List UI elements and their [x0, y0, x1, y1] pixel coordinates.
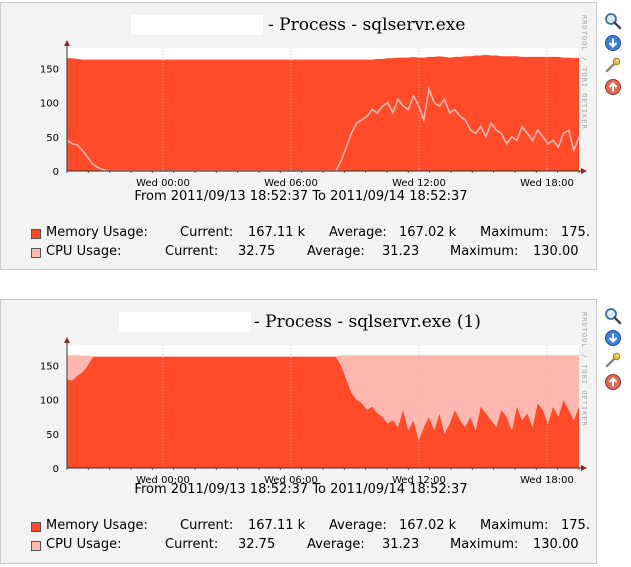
- remove-icon[interactable]: [604, 78, 622, 96]
- y-tick-label: 50: [46, 133, 59, 144]
- legend-maximum-label: Maximum:: [480, 225, 549, 240]
- legend-maximum-label: Maximum:: [450, 244, 519, 259]
- legend-average-label: Average:: [329, 518, 387, 533]
- legend-current-value: 32.75: [238, 244, 276, 259]
- legend-current-label: Current:: [165, 244, 219, 259]
- series-area-cpu-usage: [67, 355, 579, 441]
- legend-maximum-label: Maximum:: [450, 537, 519, 552]
- legend-name: CPU Usage:: [46, 244, 122, 259]
- graph-panel-1: - Process - sqlservr.exe 0 50 100 150 Wed 00…: [0, 2, 597, 270]
- x-axis-arrow: [581, 168, 587, 174]
- y-tick-label: 0: [53, 167, 59, 178]
- zoom-icon[interactable]: [604, 12, 622, 30]
- series-area-memory-usage: [67, 356, 579, 468]
- x-tick-label: Wed 06:00: [264, 475, 318, 486]
- x-tick-label: Wed 12:00: [392, 178, 446, 189]
- download-icon[interactable]: [604, 34, 622, 52]
- redacted-host: [131, 15, 263, 35]
- x-tick-label: Wed 00:00: [136, 475, 190, 486]
- x-tick-label: Wed 00:00: [136, 178, 190, 189]
- legend-average-label: Average:: [307, 244, 365, 259]
- legend-swatch-cpu: [31, 541, 41, 551]
- legend-average-value: 167.02 k: [399, 518, 457, 533]
- legend-current-label: Current:: [180, 518, 234, 533]
- y-tick-label: 50: [46, 430, 59, 441]
- edit-icon[interactable]: [604, 351, 622, 369]
- chart-2: 0 50 100 150 Wed 00:00 Wed 06:00 Wed 12:00 Wed …: [40, 337, 587, 486]
- graph-title-text: - Process - sqlservr.exe (1): [254, 312, 481, 332]
- legend-maximum-value: 175.: [561, 225, 590, 240]
- legend-maximum-value: 130.00: [533, 537, 579, 552]
- legend-name: Memory Usage:: [46, 518, 148, 533]
- legend-current-value: 167.11 k: [248, 518, 306, 533]
- x-axis-arrow: [581, 465, 587, 471]
- y-axis-arrow: [64, 337, 70, 343]
- legend-average-value: 167.02 k: [399, 225, 457, 240]
- download-icon[interactable]: [604, 329, 622, 347]
- zoom-icon[interactable]: [604, 307, 622, 325]
- remove-icon[interactable]: [604, 373, 622, 391]
- legend-current-label: Current:: [165, 537, 219, 552]
- y-axis-arrow: [64, 40, 70, 46]
- date-range: From 2011/09/13 18:52:37 To 2011/09/14 1…: [134, 189, 468, 204]
- redacted-host: [119, 312, 251, 332]
- legend-maximum-label: Maximum:: [480, 518, 549, 533]
- rrdtool-credit: RRDTOOL / TOBI OETIKER: [580, 15, 588, 130]
- legend-average-value: 31.23: [382, 537, 420, 552]
- legend-swatch-memory: [31, 522, 41, 532]
- legend-name: Memory Usage:: [46, 225, 148, 240]
- legend-current-label: Current:: [180, 225, 234, 240]
- graph-panel-2: - Process - sqlservr.exe (1) 0 50 100 150 We…: [0, 299, 597, 564]
- legend-maximum-value: 175.: [561, 518, 590, 533]
- x-tick-label: Wed 12:00: [392, 475, 446, 486]
- y-tick-label: 0: [53, 464, 59, 475]
- legend-average-label: Average:: [329, 225, 387, 240]
- x-tick-label: Wed 18:00: [520, 178, 574, 189]
- x-tick-label: Wed 06:00: [264, 178, 318, 189]
- series-area-memory-usage: [67, 54, 579, 171]
- y-tick-label: 100: [40, 99, 59, 110]
- rrdtool-credit: RRDTOOL / TOBI OETIKER: [580, 312, 588, 427]
- legend-swatch-memory: [31, 229, 41, 239]
- x-tick-label: Wed 18:00: [520, 475, 574, 486]
- chart-1: 0 50 100 150 Wed 00:00 Wed 06:00 Wed 12:00 Wed …: [40, 40, 587, 189]
- legend-name: CPU Usage:: [46, 537, 122, 552]
- legend-maximum-value: 130.00: [533, 244, 579, 259]
- edit-icon[interactable]: [604, 56, 622, 74]
- date-range: From 2011/09/13 18:52:37 To 2011/09/14 1…: [134, 482, 468, 497]
- y-tick-label: 150: [40, 65, 59, 76]
- legend-current-value: 167.11 k: [248, 225, 306, 240]
- legend-current-value: 32.75: [238, 537, 276, 552]
- graph-title-text: - Process - sqlservr.exe: [268, 15, 466, 35]
- y-tick-label: 100: [40, 396, 59, 407]
- legend-average-value: 31.23: [382, 244, 420, 259]
- legend-average-label: Average:: [307, 537, 365, 552]
- y-tick-label: 150: [40, 362, 59, 373]
- legend-swatch-cpu: [31, 248, 41, 258]
